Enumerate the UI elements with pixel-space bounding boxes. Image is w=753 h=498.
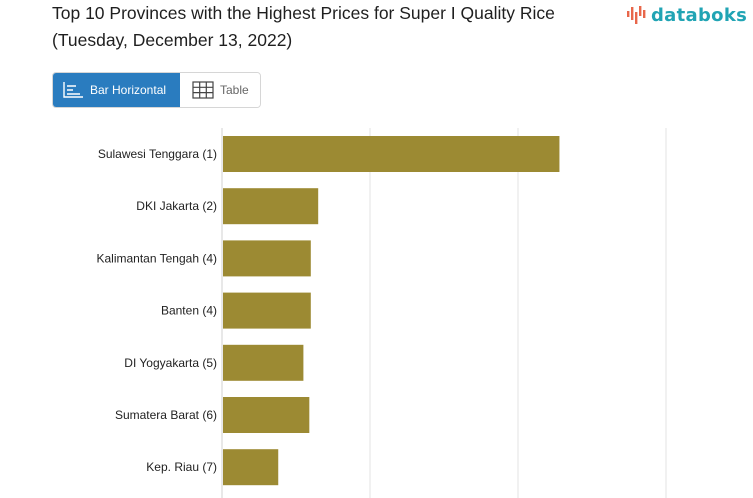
category-label: Sulawesi Tenggara (1) [98, 147, 217, 161]
category-label: Kalimantan Tengah (4) [96, 251, 217, 265]
category-label: DKI Jakarta (2) [136, 199, 217, 213]
tab-table[interactable]: Table [180, 73, 260, 107]
databoks-logo-mark-icon [627, 6, 646, 24]
view-toggle: Bar Horizontal Table [52, 72, 261, 108]
bar[interactable] [223, 240, 311, 277]
bar[interactable] [223, 449, 279, 486]
bar-chart-icon [63, 82, 83, 98]
tab-table-label: Table [220, 83, 249, 97]
tab-bar-horizontal[interactable]: Bar Horizontal [53, 73, 180, 107]
chart-title: Top 10 Provinces with the Highest Prices… [52, 3, 555, 50]
table-icon [192, 81, 214, 99]
bar[interactable] [223, 292, 311, 329]
databoks-logo[interactable]: databoks [626, 2, 747, 28]
tab-bar-horizontal-label: Bar Horizontal [90, 83, 167, 97]
category-label: Kep. Riau (7) [146, 460, 217, 474]
bar[interactable] [223, 188, 319, 225]
category-label: Sumatera Barat (6) [115, 408, 217, 422]
category-label: Banten (4) [161, 304, 217, 318]
bar[interactable] [223, 344, 304, 381]
logo-text: databoks [651, 4, 748, 26]
bar[interactable] [223, 136, 560, 172]
category-label: DI Yogyakarta (5) [124, 356, 217, 370]
bar[interactable] [223, 397, 310, 433]
